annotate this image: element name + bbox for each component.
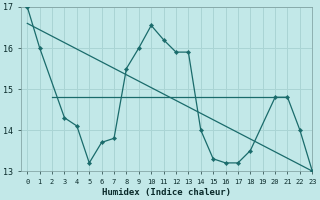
X-axis label: Humidex (Indice chaleur): Humidex (Indice chaleur): [102, 188, 231, 197]
